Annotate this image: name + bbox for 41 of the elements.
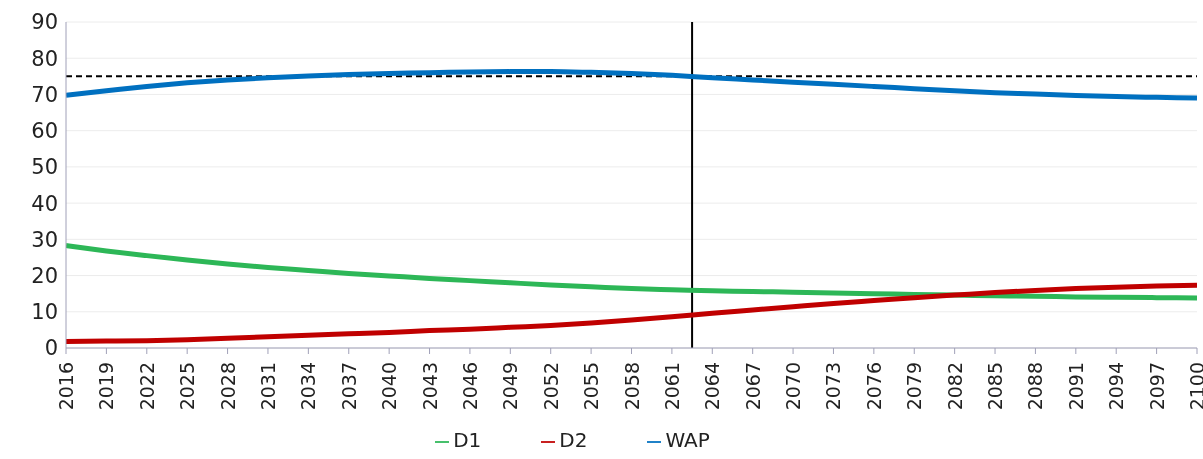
x-tick-label: 2019 bbox=[95, 362, 118, 411]
y-tick-label: 70 bbox=[31, 82, 58, 107]
y-tick-label: 80 bbox=[31, 46, 58, 71]
x-tick-label: 2058 bbox=[620, 362, 643, 411]
x-tick-label: 2097 bbox=[1145, 362, 1168, 411]
x-tick-label: 2085 bbox=[984, 362, 1007, 411]
x-tick-label: 2016 bbox=[55, 362, 77, 411]
x-tick-label: 2037 bbox=[337, 362, 360, 411]
x-tick-label: 2061 bbox=[660, 362, 683, 411]
x-tick-label: 2052 bbox=[539, 362, 562, 411]
x-tick-label: 2046 bbox=[458, 362, 481, 411]
legend-label: D1 bbox=[453, 428, 482, 452]
x-tick-label: 2034 bbox=[297, 362, 320, 411]
x-tick-label: 2022 bbox=[135, 362, 158, 411]
x-tick-label: 2076 bbox=[862, 362, 885, 411]
legend-label: D2 bbox=[559, 428, 588, 452]
y-tick-label: 50 bbox=[31, 155, 58, 180]
x-tick-label: 2040 bbox=[378, 362, 401, 411]
y-tick-label: 30 bbox=[31, 227, 58, 252]
y-tick-label: 60 bbox=[31, 119, 58, 144]
x-tick-label: 2088 bbox=[1024, 362, 1047, 411]
x-tick-label: 2028 bbox=[216, 362, 239, 411]
x-tick-label: 2049 bbox=[499, 362, 522, 411]
y-tick-label: 90 bbox=[31, 10, 58, 35]
x-tick-label: 2070 bbox=[782, 362, 805, 411]
x-tick-label: 2025 bbox=[176, 362, 199, 411]
x-tick-label: 2043 bbox=[418, 362, 441, 411]
y-tick-label: 20 bbox=[31, 264, 58, 289]
y-tick-label: 10 bbox=[31, 300, 58, 325]
x-tick-label: 2073 bbox=[822, 362, 845, 411]
x-tick-label: 2064 bbox=[701, 362, 724, 411]
x-tick-label: 2094 bbox=[1105, 362, 1128, 411]
y-tick-label: 0 bbox=[44, 336, 58, 361]
x-tick-label: 2067 bbox=[741, 362, 764, 411]
y-tick-label: 40 bbox=[31, 191, 58, 216]
x-tick-label: 2055 bbox=[580, 362, 603, 411]
x-tick-label: 2091 bbox=[1064, 362, 1087, 411]
x-tick-label: 2079 bbox=[903, 362, 926, 411]
legend-label: WAP bbox=[665, 428, 710, 452]
x-tick-label: 2031 bbox=[256, 362, 279, 411]
x-tick-label: 2082 bbox=[943, 362, 966, 411]
